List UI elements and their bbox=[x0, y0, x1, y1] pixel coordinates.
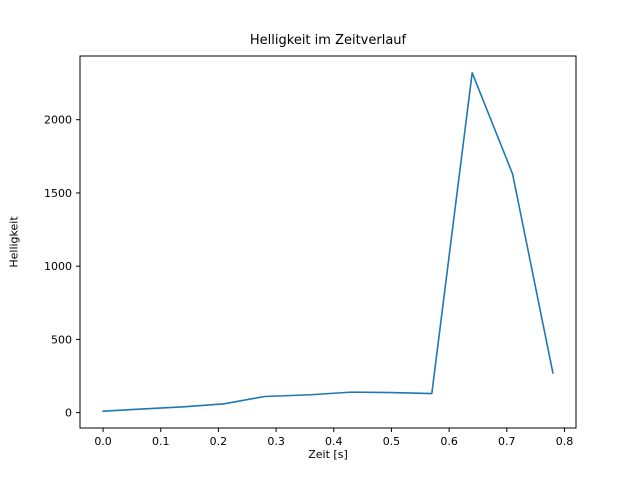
x-tick-label: 0.3 bbox=[267, 435, 285, 448]
plot-frame bbox=[79, 55, 577, 429]
y-tick-label: 2000 bbox=[44, 114, 72, 127]
y-tick-label: 1000 bbox=[44, 260, 72, 273]
y-tick-label: 1500 bbox=[44, 187, 72, 200]
x-tick-label: 0.1 bbox=[152, 435, 170, 448]
x-tick-label: 0.8 bbox=[556, 435, 574, 448]
x-tick-label: 0.2 bbox=[210, 435, 228, 448]
x-tick-label: 0.4 bbox=[325, 435, 343, 448]
x-tick-label: 0.0 bbox=[94, 435, 112, 448]
x-tick-label: 0.7 bbox=[498, 435, 516, 448]
chart-title: Helligkeit im Zeitverlauf bbox=[249, 33, 407, 48]
y-axis-label: Helligkeit bbox=[7, 216, 21, 268]
y-tick-label: 500 bbox=[51, 333, 72, 346]
data-line-series bbox=[102, 72, 554, 412]
x-axis-label: Zeit [s] bbox=[308, 448, 348, 461]
x-tick-label: 0.6 bbox=[440, 435, 458, 448]
y-tick-label: 0 bbox=[65, 407, 72, 420]
x-tick-label: 0.5 bbox=[383, 435, 401, 448]
